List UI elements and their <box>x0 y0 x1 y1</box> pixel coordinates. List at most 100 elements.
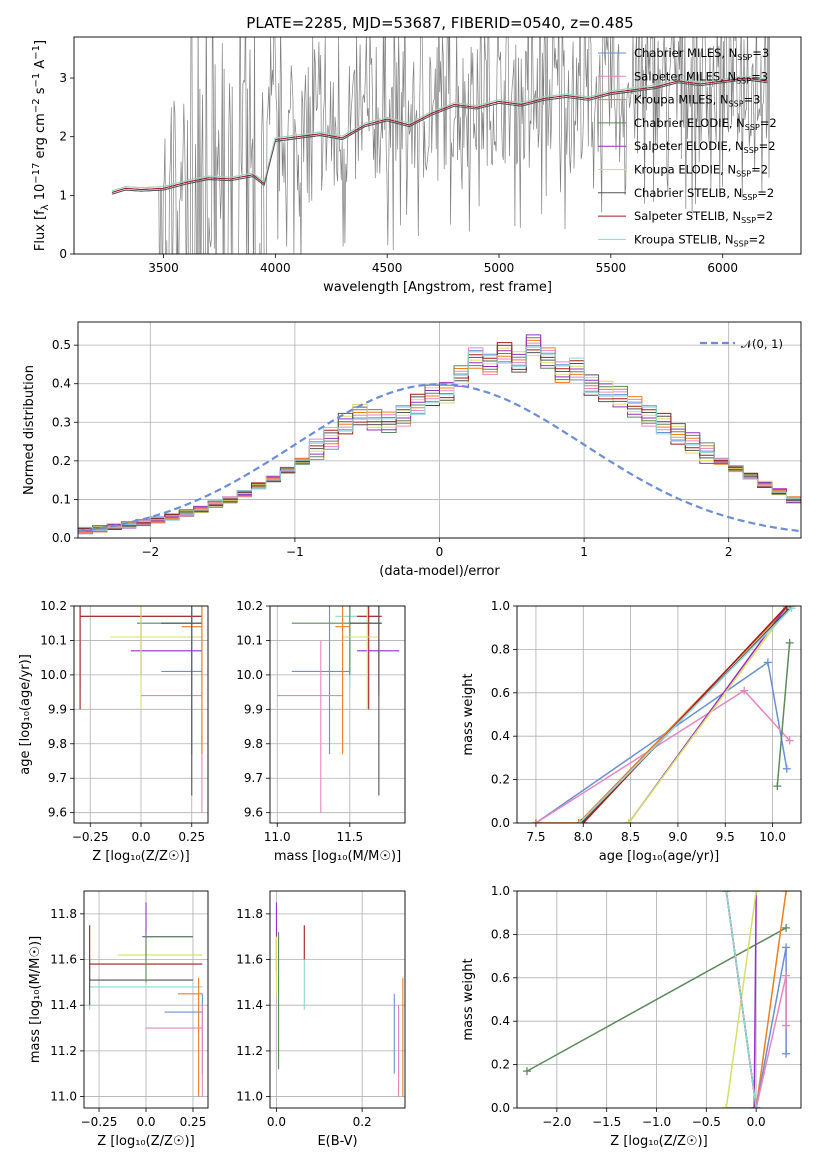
legend-entry: Chabrier STELIB, NSSP=2 <box>634 186 774 202</box>
x-tick-label: 0.25 <box>180 1115 207 1129</box>
mass-weight-line <box>526 927 787 1072</box>
x-tick-label: −2 <box>141 545 159 559</box>
y-tick-label: 0.6 <box>491 971 510 985</box>
y-tick-label: 9.6 <box>48 806 67 820</box>
x-tick-label: 0.25 <box>178 830 205 844</box>
y-tick-label: 0.5 <box>52 338 71 352</box>
panel-mass-weight-vs-age: 7.5 8.0 8.5 9.0 9.5 10.0 0.0 0.2 0.4 0.6 0.8 1.0 age… <box>461 599 802 864</box>
legend-text: Kroupa MILES, N <box>634 93 729 107</box>
plot-area <box>531 606 796 823</box>
x-tick-label: 5000 <box>484 261 515 275</box>
y-label-part: A <box>33 60 48 73</box>
x-tick-label: 9.0 <box>668 830 687 844</box>
y-tick-label: 0.0 <box>491 816 510 830</box>
mass-weight-marker <box>785 736 794 745</box>
mass-weight-marker <box>522 1067 531 1076</box>
y-axis-label: mass weight <box>461 673 476 755</box>
plot-area <box>275 902 404 1097</box>
y-tick-label: 1.0 <box>491 884 510 898</box>
y-tick-label: 10.0 <box>236 668 263 682</box>
y-tick-label: 11.0 <box>236 1090 263 1104</box>
legend-sub: SSP <box>744 146 759 155</box>
y-tick-label: 9.9 <box>48 702 67 716</box>
mass-weight-line <box>726 891 787 1108</box>
mass-weight-marker <box>785 638 794 647</box>
y-tick-label: 11.0 <box>50 1090 77 1104</box>
y-tick-label: 10.2 <box>236 599 263 613</box>
mass-weight-marker <box>782 606 791 610</box>
y-label-part: Flux [f <box>33 210 48 251</box>
panel-mass-vs-EBV: 0.0 0.2 11.0 11.2 11.4 11.6 11.8 E(B-V) <box>236 890 406 1149</box>
legend-sub: SSP <box>734 239 749 248</box>
legend-entry: Kroupa ELODIE, NSSP=2 <box>634 163 768 179</box>
y-tick-label: 10.1 <box>236 633 263 647</box>
x-axis-label: wavelength [Angstrom, rest frame] <box>323 280 552 295</box>
y-tick-label: 0 <box>59 247 67 261</box>
x-tick-label: 3500 <box>148 261 179 275</box>
x-axis-label: mass [log₁₀(M/M☉)] <box>274 849 401 864</box>
y-label-part: s <box>33 87 48 98</box>
panel-mass-weight-vs-Z: −2.0 −1.5 −1.0 −0.5 0.0 0.0 0.2 0.4 0.6 0.8 1.0 Z [… <box>461 884 802 1149</box>
y-tick-label: 9.6 <box>244 806 263 820</box>
y-tick-label: 0.6 <box>491 686 510 700</box>
legend-sub: SSP <box>745 123 760 132</box>
plot-area <box>111 37 770 254</box>
panel-mass-vs-Z: −0.25 0.0 0.25 11.0 11.2 11.4 11.6 11.8 Z [log₁₀… <box>28 890 209 1149</box>
mass-weight-marker <box>782 1049 791 1058</box>
y-label-part: −1 <box>31 73 42 88</box>
mass-weight-marker <box>575 819 584 823</box>
legend-tail: =2 <box>757 186 774 200</box>
y-tick-label: 0.2 <box>491 773 510 787</box>
legend-tail: =2 <box>751 163 768 177</box>
panel-spectrum: 3500 4000 4500 5000 5500 6000 0 1 2 3 wavelength [… <box>31 36 802 295</box>
legend-tail: =3 <box>752 46 769 60</box>
y-tick-label: 0.0 <box>491 1101 510 1115</box>
x-tick-label: −0.25 <box>72 830 109 844</box>
panel-residuals: −2 −1 0 1 2 0.0 0.1 0.2 0.3 0.4 0.5 (data-model)/er… <box>22 321 802 579</box>
legend-text: Kroupa ELODIE, N <box>634 163 736 177</box>
mass-weight-marker <box>763 658 772 667</box>
y-axis-label: mass [log₁₀(M/M☉)] <box>28 936 43 1063</box>
x-tick-label: −2.0 <box>542 1115 571 1129</box>
x-tick-label: −0.25 <box>81 1115 118 1129</box>
mass-weight-line <box>582 606 788 823</box>
y-axis-label: Flux [fλ 10−17 erg cm−2 s−1 A−1] <box>31 40 51 251</box>
legend-text: Chabrier MILES, N <box>634 46 737 60</box>
y-tick-label: 0.3 <box>52 415 71 429</box>
plot-area <box>79 606 203 813</box>
y-tick-label: 11.8 <box>236 907 263 921</box>
legend-entry: Salpeter ELODIE, NSSP=2 <box>634 139 776 155</box>
y-tick-label: 10.2 <box>40 599 67 613</box>
x-tick-label: 4000 <box>260 261 291 275</box>
y-tick-label: 3 <box>59 71 67 85</box>
y-tick-label: 0.4 <box>491 729 510 743</box>
residual-histogram <box>78 346 801 532</box>
y-label-part: −17 <box>31 163 42 184</box>
x-tick-label: −1 <box>286 545 304 559</box>
mass-weight-marker <box>782 1021 791 1030</box>
y-label-part: λ <box>40 204 51 210</box>
axes-frame <box>269 890 406 1109</box>
legend-tail: =2 <box>760 116 777 130</box>
x-tick-label: 11.0 <box>264 830 291 844</box>
model-spectrum <box>111 77 768 193</box>
mass-weight-marker <box>752 891 761 895</box>
y-label-part: −2 <box>31 98 42 113</box>
x-tick-label: 9.5 <box>716 830 735 844</box>
y-tick-label: 0.2 <box>52 454 71 468</box>
legend-entry: Kroupa MILES, NSSP=3 <box>634 93 760 109</box>
mass-weight-marker <box>722 891 731 895</box>
legend-tail: =3 <box>751 69 768 83</box>
normal-curve <box>78 382 801 533</box>
y-tick-label: 1 <box>59 188 67 202</box>
mass-weight-marker <box>782 923 791 932</box>
y-tick-label: 9.7 <box>48 771 67 785</box>
legend-sub: SSP <box>741 216 756 225</box>
x-tick-label: 0.0 <box>131 830 150 844</box>
x-tick-label: 0.0 <box>136 1115 155 1129</box>
y-tick-label: 0.2 <box>491 1058 510 1072</box>
y-tick-label: 0.4 <box>491 1014 510 1028</box>
legend-entry: Salpeter MILES, NSSP=3 <box>634 69 768 85</box>
legend-sub: SSP <box>742 193 757 202</box>
